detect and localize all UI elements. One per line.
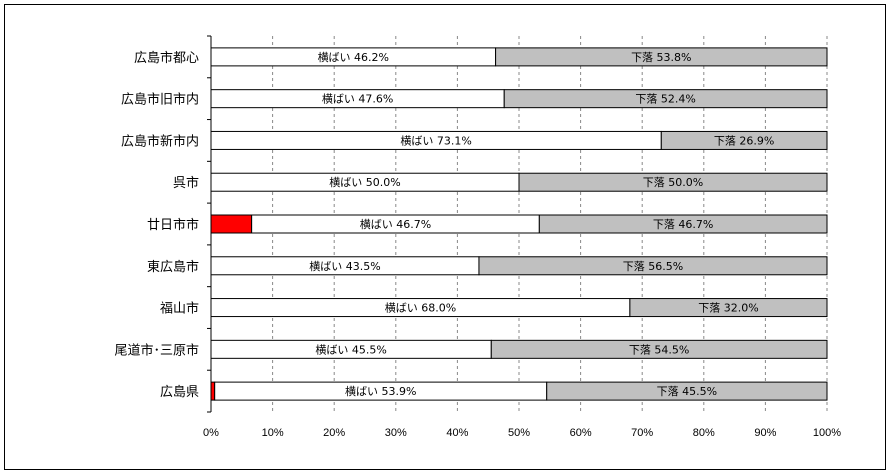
data-label: 横ばい 45.5% (315, 342, 386, 356)
data-label: 横ばい 46.7% (360, 217, 431, 231)
bar-segment (478, 256, 828, 276)
x-tick-label: 100% (813, 427, 841, 439)
data-label: 横ばい 50.0% (329, 175, 400, 189)
x-tick-label: 40% (446, 427, 468, 439)
x-tick-label: 80% (693, 427, 715, 439)
x-tick-label: 30% (385, 427, 407, 439)
data-label: 横ばい 73.1% (400, 133, 471, 147)
bar-segment (503, 89, 828, 109)
x-tick-label: 60% (570, 427, 592, 439)
data-label: 下落 50.0% (643, 176, 703, 189)
x-tick-label: 10% (262, 427, 284, 439)
data-label: 下落 26.9% (714, 134, 774, 147)
category-label: 広島市旧市内 (121, 92, 199, 108)
category-label: 尾道市･三原市 (114, 342, 199, 358)
bar-segment (538, 214, 828, 234)
x-tick-label: 90% (754, 427, 776, 439)
category-label: 廿日市市 (147, 217, 199, 233)
data-label: 下落 54.5% (629, 343, 689, 356)
bar-segment (546, 381, 828, 401)
data-label: 横ばい 47.6% (322, 92, 393, 106)
x-tick-label: 70% (631, 427, 653, 439)
data-label: 下落 56.5% (623, 260, 683, 273)
data-label: 下落 46.7% (653, 218, 713, 231)
bar-segment (490, 339, 828, 359)
bar-segment (210, 214, 253, 234)
x-tick-label: 0% (203, 427, 219, 439)
category-label: 広島市都心 (134, 50, 199, 66)
axis-layer (207, 35, 212, 413)
data-label: 下落 53.8% (631, 51, 691, 64)
data-label: 下落 45.5% (657, 385, 717, 398)
bar-segment (210, 381, 216, 401)
x-tick-label: 50% (508, 427, 530, 439)
label-layer: 0% 10% 20% 30% 40% 50% 60% 70% 80% 90% 100%広島市都心 横ば… (114, 50, 841, 439)
data-label: 横ばい 53.9% (345, 384, 416, 398)
category-label: 呉市 (173, 175, 199, 191)
data-label: 横ばい 68.0% (385, 301, 456, 315)
bar-layer (210, 47, 828, 401)
bar-segment (660, 130, 828, 150)
data-label: 下落 32.0% (698, 302, 758, 315)
bar-segment (495, 47, 828, 67)
category-label: 福山市 (160, 301, 199, 317)
data-label: 下落 52.4% (635, 93, 695, 106)
bar-segment (629, 298, 828, 318)
x-tick-label: 20% (323, 427, 345, 439)
data-label: 横ばい 43.5% (309, 259, 380, 273)
category-label: 広島市新市内 (121, 133, 199, 149)
bar-segment (518, 172, 828, 192)
category-label: 東広島市 (147, 259, 199, 275)
category-label: 広島県 (160, 385, 199, 400)
data-label: 横ばい 46.2% (318, 50, 389, 64)
